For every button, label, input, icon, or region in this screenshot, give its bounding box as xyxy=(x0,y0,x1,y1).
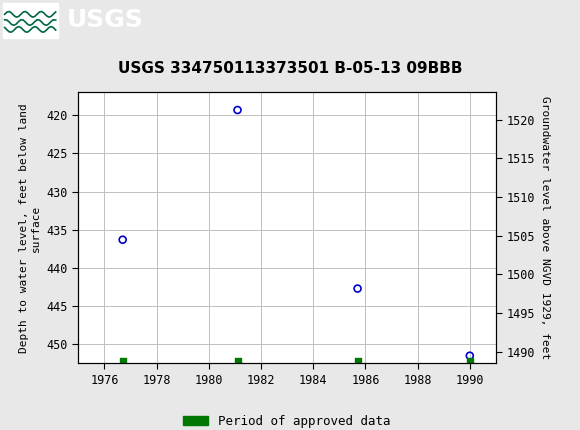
Point xyxy=(233,358,242,365)
Text: USGS: USGS xyxy=(67,9,144,32)
Y-axis label: Depth to water level, feet below land
surface: Depth to water level, feet below land su… xyxy=(19,103,41,353)
Point xyxy=(465,358,474,365)
Point xyxy=(118,358,128,365)
Legend: Period of approved data: Period of approved data xyxy=(179,410,396,430)
Point xyxy=(353,358,362,365)
Bar xyxy=(3,3,58,37)
Text: USGS 334750113373501 B-05-13 09BBB: USGS 334750113373501 B-05-13 09BBB xyxy=(118,61,462,76)
Point xyxy=(118,237,128,243)
Point xyxy=(353,285,362,292)
Y-axis label: Groundwater level above NGVD 1929, feet: Groundwater level above NGVD 1929, feet xyxy=(541,96,550,359)
Point xyxy=(233,107,242,114)
Point xyxy=(465,352,474,359)
